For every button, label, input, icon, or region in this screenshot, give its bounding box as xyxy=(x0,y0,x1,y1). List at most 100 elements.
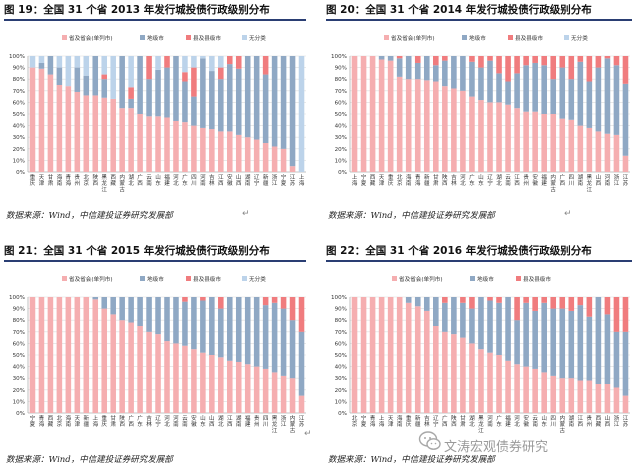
x-tick-label: 广西 xyxy=(137,173,143,187)
legend-label: 地级市 xyxy=(469,34,486,42)
x-tick-label: 西藏 xyxy=(596,415,602,428)
chart-panel-2013: 图 19：全国 31 个省 2013 年发行城投债行政级别分布 省及省会(单列市… xyxy=(4,2,310,224)
title-rule xyxy=(4,260,306,262)
bar-segment xyxy=(173,343,179,413)
x-tick-label: 山西 xyxy=(605,414,611,428)
bar-segment xyxy=(568,310,575,379)
bar-segment xyxy=(173,56,179,121)
bar-segment xyxy=(414,62,421,80)
bar-segment xyxy=(550,114,557,172)
bar-segment xyxy=(182,122,188,172)
x-tick-label: 山东 xyxy=(541,414,547,428)
x-tick-label: 新疆 xyxy=(424,173,430,187)
bar-segment xyxy=(414,79,421,172)
legend-label: 地级市 xyxy=(477,275,494,283)
bar-segment xyxy=(65,56,72,87)
chart-panel-2015: 图 21：全国 31 个省 2015 年发行城投债行政级别分布 省及省会(单列市… xyxy=(4,243,312,465)
bar-segment xyxy=(298,56,305,172)
bar-segment xyxy=(38,68,45,172)
bar-segment xyxy=(280,56,287,149)
x-tick-label: 天津 xyxy=(379,174,385,187)
x-tick-label: 重庆 xyxy=(406,414,412,428)
bar-segment xyxy=(460,337,466,413)
x-tick-label: 西藏 xyxy=(48,415,54,428)
y-tick-label: 100% xyxy=(331,54,347,60)
bar-segment xyxy=(235,134,242,172)
legend-label: 地级市 xyxy=(147,34,164,42)
x-tick-label: 山东 xyxy=(200,414,206,428)
bar-segment xyxy=(56,56,63,68)
bar-segment xyxy=(487,297,493,301)
return-mark: ↵ xyxy=(304,429,312,439)
bar-segment xyxy=(532,310,538,369)
x-tick-label: 贵州 xyxy=(75,173,81,187)
legend-swatch xyxy=(186,35,191,40)
source-note-2014: 数据来源：Wind，中信建投证券研究发展部 xyxy=(328,211,495,221)
legend-swatch xyxy=(62,276,67,281)
x-tick-label: 湖南 xyxy=(236,414,242,428)
bar-segment xyxy=(244,137,251,172)
bar-segment xyxy=(253,56,260,140)
bar-segment xyxy=(595,67,602,132)
bar-segment xyxy=(469,308,475,344)
bar-segment xyxy=(387,60,394,172)
bar-segment xyxy=(478,67,484,101)
bar-segment xyxy=(191,67,197,97)
bar-segment xyxy=(47,74,54,172)
y-tick-label: 90% xyxy=(335,66,347,72)
x-tick-label: 上海 xyxy=(299,173,305,187)
x-tick-label: 山西 xyxy=(209,414,215,428)
bar-segment xyxy=(110,56,116,99)
bar-segment xyxy=(451,88,457,172)
bar-segment xyxy=(128,108,134,172)
y-tick-label: 80% xyxy=(335,318,347,324)
x-tick-label: 河北 xyxy=(460,173,466,187)
x-tick-label: 河北 xyxy=(164,414,170,428)
bar-segment xyxy=(586,380,593,413)
bar-segment xyxy=(568,297,575,311)
bar-segment xyxy=(29,56,36,68)
x-tick-label: 青海 xyxy=(370,414,376,428)
bar-segment xyxy=(460,56,466,91)
bar-segment xyxy=(298,297,305,332)
bar-segment xyxy=(423,297,430,311)
bar-segment xyxy=(433,81,439,172)
x-tick-label: 四川 xyxy=(568,174,574,187)
bar-segment xyxy=(369,56,376,172)
wechat-icon xyxy=(418,431,441,450)
x-tick-label: 天津 xyxy=(39,174,45,187)
bar-segment xyxy=(433,65,439,82)
bar-segment xyxy=(200,56,206,59)
bar-segment xyxy=(613,331,620,388)
bar-segment xyxy=(218,308,224,358)
title-rule xyxy=(326,260,632,262)
bar-segment xyxy=(514,73,520,109)
x-tick-label: 新疆 xyxy=(83,414,89,428)
bar-segment xyxy=(209,56,215,72)
x-tick-label: 福建 xyxy=(164,173,170,187)
x-tick-label: 吉林 xyxy=(146,415,152,428)
bar-segment xyxy=(405,297,412,303)
legend-swatch xyxy=(392,276,397,281)
y-tick-label: 80% xyxy=(13,318,25,324)
x-tick-label: 福建 xyxy=(541,173,547,187)
bar-segment xyxy=(226,297,233,361)
bar-segment xyxy=(622,395,629,413)
legend-swatch xyxy=(242,35,247,40)
bar-segment xyxy=(568,378,575,413)
y-tick-label: 100% xyxy=(9,295,25,301)
bar-segment xyxy=(137,56,143,114)
bar-segment xyxy=(218,67,224,80)
bar-segment xyxy=(433,326,439,413)
bar-segment xyxy=(595,297,602,384)
x-tick-label: 河南 xyxy=(173,414,179,428)
bar-segment xyxy=(83,95,90,172)
bar-segment xyxy=(289,320,296,379)
bar-segment xyxy=(29,67,36,172)
bar-segment xyxy=(262,143,269,172)
x-tick-label: 江苏 xyxy=(290,174,296,187)
x-tick-label: 江西 xyxy=(514,174,520,187)
bar-segment xyxy=(505,81,511,105)
bar-segment xyxy=(244,297,251,365)
bar-segment xyxy=(218,79,224,132)
